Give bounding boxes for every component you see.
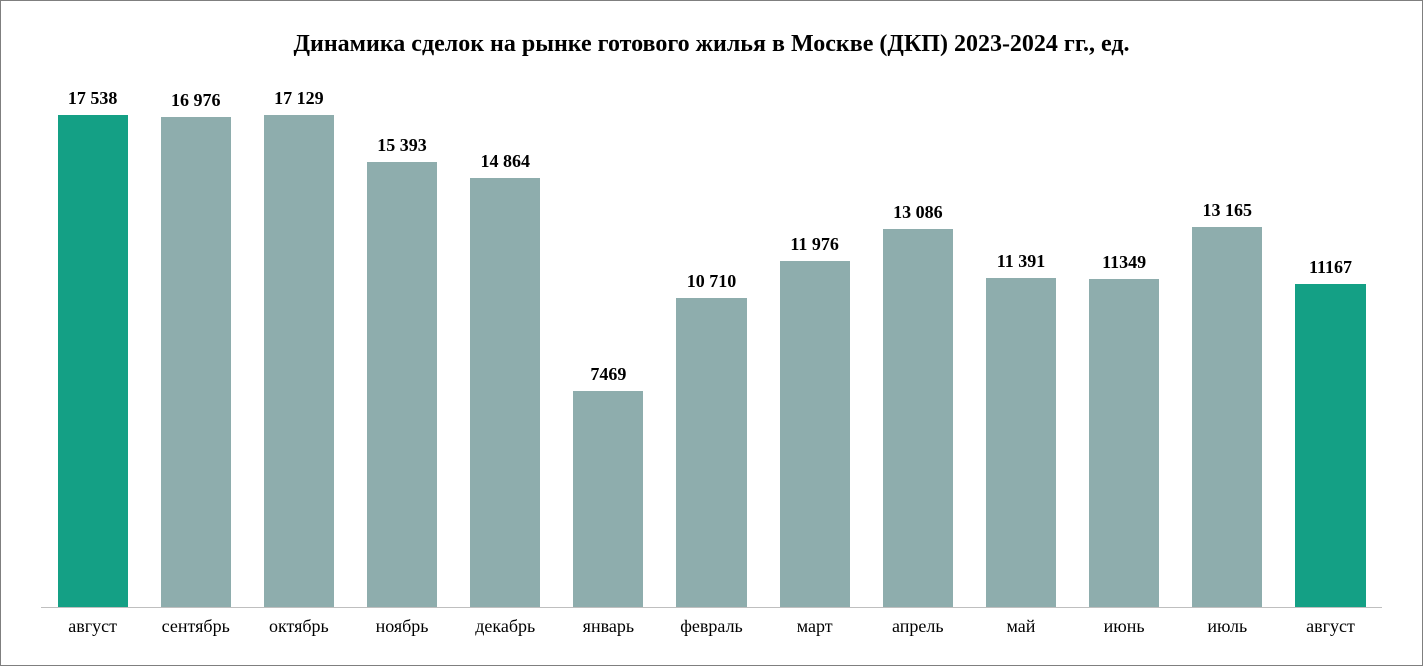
x-axis-label: октябрь xyxy=(247,616,350,637)
bar xyxy=(986,278,1056,607)
bar xyxy=(573,391,643,607)
bar-group: 11 391 xyxy=(969,88,1072,607)
bar-value-label: 16 976 xyxy=(171,90,221,111)
x-axis-label: март xyxy=(763,616,866,637)
bar-group: 11349 xyxy=(1073,88,1176,607)
bar-group: 14 864 xyxy=(454,88,557,607)
x-axis-label: июль xyxy=(1176,616,1279,637)
bar xyxy=(161,117,231,607)
bar-value-label: 7469 xyxy=(590,364,626,385)
x-axis-label: май xyxy=(969,616,1072,637)
x-axis-label: февраль xyxy=(660,616,763,637)
bar xyxy=(264,115,334,607)
bar-value-label: 14 864 xyxy=(480,151,530,172)
bar-group: 13 165 xyxy=(1176,88,1279,607)
bar xyxy=(1295,284,1365,607)
bar-value-label: 11167 xyxy=(1309,257,1352,278)
bar xyxy=(883,229,953,607)
x-axis-label: ноябрь xyxy=(350,616,453,637)
bar xyxy=(1089,279,1159,607)
bar-group: 11167 xyxy=(1279,88,1382,607)
bar-group: 17 538 xyxy=(41,88,144,607)
bar xyxy=(470,178,540,607)
x-axis: август сентябрь октябрь ноябрь декабрь я… xyxy=(41,616,1382,637)
bar-group: 10 710 xyxy=(660,88,763,607)
chart-title: Динамика сделок на рынке готового жилья … xyxy=(21,31,1402,58)
bar-value-label: 10 710 xyxy=(687,271,737,292)
bar-value-label: 15 393 xyxy=(377,135,427,156)
bar-value-label: 17 538 xyxy=(68,88,118,109)
x-axis-label: июнь xyxy=(1073,616,1176,637)
bar xyxy=(1192,227,1262,607)
bar-group: 17 129 xyxy=(247,88,350,607)
bar-group: 7469 xyxy=(557,88,660,607)
bar xyxy=(780,261,850,607)
bar-value-label: 11 976 xyxy=(790,234,839,255)
bar xyxy=(367,162,437,607)
bar xyxy=(58,115,128,607)
bar-value-label: 13 165 xyxy=(1203,200,1253,221)
bar-value-label: 11349 xyxy=(1102,252,1146,273)
bar-group: 15 393 xyxy=(350,88,453,607)
x-axis-label: январь xyxy=(557,616,660,637)
x-axis-label: декабрь xyxy=(454,616,557,637)
x-axis-label: сентябрь xyxy=(144,616,247,637)
bar-value-label: 11 391 xyxy=(997,251,1046,272)
x-axis-label: август xyxy=(41,616,144,637)
chart-frame: Динамика сделок на рынке готового жилья … xyxy=(0,0,1423,666)
bar-group: 11 976 xyxy=(763,88,866,607)
bar-value-label: 17 129 xyxy=(274,88,324,109)
bar-value-label: 13 086 xyxy=(893,202,943,223)
bar-group: 16 976 xyxy=(144,88,247,607)
bar-group: 13 086 xyxy=(866,88,969,607)
x-axis-label: апрель xyxy=(866,616,969,637)
plot-area: 17 538 16 976 17 129 15 393 14 864 7469 … xyxy=(41,88,1382,608)
x-axis-label: август xyxy=(1279,616,1382,637)
bar xyxy=(676,298,746,607)
